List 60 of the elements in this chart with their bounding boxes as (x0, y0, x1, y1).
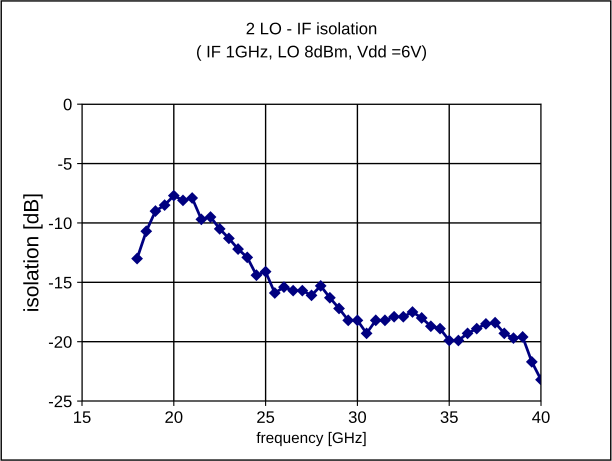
point (425, 320, 436, 332)
chart-title: 2 LO - IF isolation (246, 22, 376, 34)
point (278, 281, 290, 293)
point (526, 356, 538, 368)
x-tick-label: 40 (532, 411, 550, 424)
point (324, 292, 336, 304)
point (471, 323, 482, 334)
point (480, 318, 492, 330)
point (434, 323, 446, 334)
point (444, 334, 455, 346)
point (260, 266, 272, 278)
point (214, 223, 226, 234)
point (379, 314, 391, 326)
point (159, 200, 170, 211)
y-tick-label: -5 (58, 158, 72, 170)
point (168, 190, 180, 202)
y-tick-label: -20 (48, 336, 72, 348)
chart-subtitle: ( IF 1GHz, LO 8dBm, Vdd =6V) (196, 45, 426, 61)
x-tick-label: 30 (348, 411, 366, 424)
point (242, 252, 253, 263)
point (352, 314, 364, 326)
point (250, 270, 262, 281)
x-axis-title: frequency [GHz] (256, 432, 366, 446)
point (370, 314, 382, 326)
x-tick-label: 35 (440, 411, 458, 424)
point (288, 285, 299, 296)
point (269, 287, 280, 299)
point (462, 328, 474, 339)
point (398, 311, 409, 322)
point (388, 311, 400, 322)
point (360, 328, 372, 339)
point (315, 280, 326, 292)
point (223, 232, 234, 244)
point (232, 243, 244, 255)
y-tick-label: -10 (48, 217, 72, 230)
y-tick-label: -25 (48, 395, 72, 408)
x-tick-label: 20 (165, 411, 182, 424)
y-tick-label: 0 (64, 98, 72, 110)
point (342, 314, 354, 326)
point (490, 317, 501, 328)
point (296, 285, 308, 296)
point (333, 302, 345, 314)
point (177, 194, 189, 206)
y-tick-label: -15 (48, 276, 72, 289)
x-tick-label: 25 (257, 411, 274, 424)
point (452, 334, 464, 346)
point (186, 192, 198, 204)
point (196, 214, 207, 225)
y-axis-title: isolation [dB] (23, 194, 43, 311)
point (131, 252, 143, 264)
point (306, 290, 318, 301)
point (150, 205, 162, 217)
point (406, 306, 418, 318)
point (517, 331, 528, 343)
point (498, 328, 510, 339)
x-tick-label: 15 (74, 411, 91, 424)
point (140, 226, 152, 237)
point (204, 211, 216, 223)
point (416, 312, 428, 324)
point (508, 332, 520, 344)
